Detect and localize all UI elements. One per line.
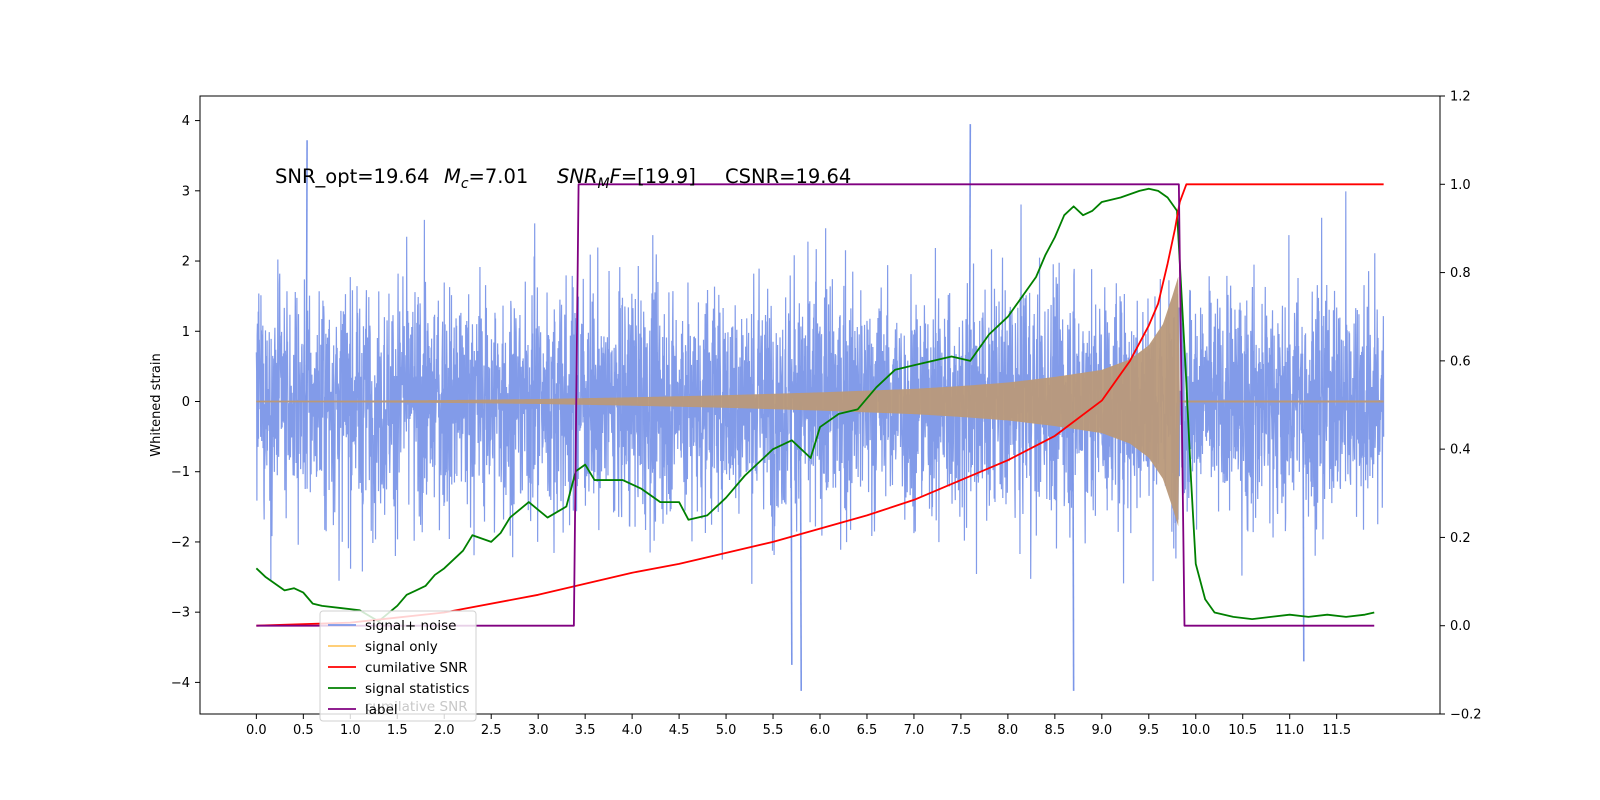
label-line: [256, 183, 1375, 627]
x-tick-label: 7.0: [904, 723, 925, 738]
y-left-tick-label: 2: [182, 255, 190, 270]
x-tick-label: 1.5: [387, 723, 408, 738]
annotation-mc-value: =7.01: [469, 165, 529, 188]
x-tick-label: 2.0: [434, 723, 455, 738]
x-tick-label: 7.5: [951, 723, 972, 738]
y-right-tick-label: 1.0: [1450, 178, 1471, 193]
series-signal-noise: [255, 124, 1385, 691]
x-tick-label: 11.0: [1275, 723, 1304, 738]
x-tick-label: 8.0: [998, 723, 1019, 738]
x-tick-label: 9.0: [1091, 723, 1112, 738]
x-tick-label: 5.5: [763, 723, 784, 738]
y-right-tick-label: 0.6: [1450, 354, 1471, 369]
y-left-tick-label: 4: [182, 114, 190, 129]
signal-noise-peak: [968, 124, 972, 402]
signal-noise-peak: [1302, 401, 1305, 662]
series-lines: [255, 183, 1384, 627]
annotation-mc-sub: c: [461, 176, 469, 192]
annotation-snrmf-sub: M: [598, 176, 610, 192]
series-signal-only: [256, 276, 1384, 527]
x-tick-label: 9.5: [1138, 723, 1159, 738]
x-tick-label: 4.5: [669, 723, 690, 738]
legend-ghost-text: cumilative SNR: [365, 699, 468, 715]
signal-noise-peak: [799, 401, 803, 691]
y-left-tick-label: 1: [182, 325, 190, 340]
cumulative-snr-line: [256, 183, 1384, 627]
x-tick-label: 11.5: [1322, 723, 1351, 738]
y-right-tick-label: 0.8: [1450, 266, 1471, 281]
legend: cumilative SNR signal+ noise signal only c…: [319, 610, 477, 722]
signal-noise-peak: [1072, 401, 1075, 691]
y-right-tick-label: 0.4: [1450, 443, 1471, 458]
x-tick-label: 1.0: [340, 723, 361, 738]
x-tick-label: 10.5: [1228, 723, 1257, 738]
y-left-tick-label: −3: [171, 606, 190, 621]
legend-label: label: [365, 702, 398, 718]
annotation-snrmf-symbol: SNR: [557, 165, 598, 188]
x-tick-label: 5.0: [716, 723, 737, 738]
signal-noise-peak: [305, 140, 308, 402]
y-right-tick-label: 0.2: [1450, 531, 1471, 546]
annotation-csnr: CSNR=19.64: [725, 165, 851, 188]
y-axis-label: Whitened strain: [149, 353, 164, 456]
x-tick-label: 10.0: [1181, 723, 1210, 738]
x-tick-label: 6.5: [857, 723, 878, 738]
legend-label: signal statistics: [365, 681, 469, 697]
y-right-tick-label: 1.2: [1450, 90, 1471, 105]
x-tick-label: 0.5: [293, 723, 314, 738]
legend-label: cumilative SNR: [365, 660, 468, 676]
y-right-tick-label: −0.2: [1450, 708, 1482, 723]
legend-box: [319, 610, 477, 722]
annotation-snrmf-value: =[19.9]: [621, 165, 696, 188]
y-left-tick-label: −4: [171, 676, 190, 691]
signal-noise-peak: [790, 401, 793, 665]
y-left-tick-label: −1: [171, 465, 190, 480]
x-tick-label: 3.0: [528, 723, 549, 738]
signal-only-band: [256, 276, 1180, 527]
legend-label: signal+ noise: [365, 618, 456, 634]
annotation: SNR_opt=19.64 Mc=7.01 SNRMF=[19.9] CSNR=…: [275, 165, 851, 192]
y-left-tick-label: −2: [171, 535, 190, 550]
x-tick-label: 2.5: [481, 723, 502, 738]
legend-label: signal only: [365, 639, 438, 655]
annotation-mc: Mc=7.01: [444, 165, 528, 192]
x-tick-label: 4.0: [622, 723, 643, 738]
x-tick-label: 0.0: [246, 723, 267, 738]
annotation-snrmf-tail: F: [610, 165, 622, 188]
y-axis-right-ticks: 1.2 1.0 0.8 0.6 0.4 0.2 0.0 −0.2: [1440, 90, 1482, 723]
signal-noise-line: [255, 191, 1385, 584]
annotation-snr-opt: SNR_opt=19.64: [275, 165, 429, 188]
y-right-tick-label: 0.0: [1450, 619, 1471, 634]
annotation-mc-symbol: M: [444, 165, 461, 188]
annotation-snrmf: SNRMF=[19.9]: [557, 165, 696, 192]
y-axis-left-ticks: 4 3 2 1 0 −1 −2 −3 −4: [171, 114, 200, 691]
x-tick-label: 8.5: [1045, 723, 1066, 738]
signal-statistics-line: [255, 187, 1375, 623]
y-left-tick-label: 0: [182, 395, 190, 410]
x-tick-label: 6.0: [810, 723, 831, 738]
y-left-tick-label: 3: [182, 184, 190, 199]
x-tick-label: 3.5: [575, 723, 596, 738]
